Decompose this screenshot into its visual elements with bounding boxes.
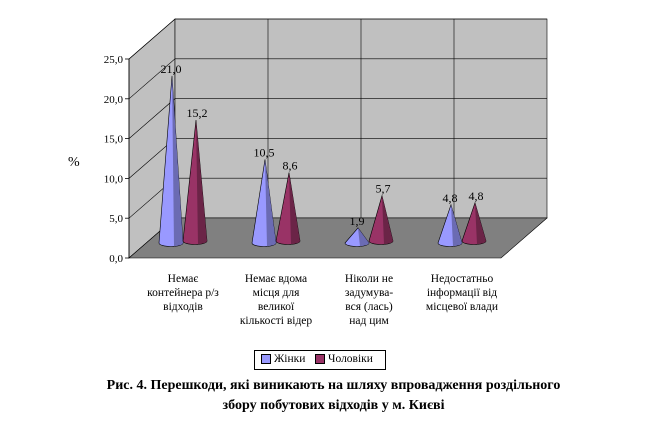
cone-1-4 [437,203,463,247]
y-axis-label: % [68,155,80,170]
cones-layer [158,75,487,247]
category-label-3: Ніколи не задумува-вся (лась) над цим [323,272,415,328]
category-label-line: Немає [167,273,199,285]
y-tick-label: 25,0 [104,54,124,66]
legend-label-series-1: Жінки [274,353,306,365]
category-label-line: вся (лась) [345,301,393,313]
cone-shade [265,159,276,247]
data-label: 10,5 [254,145,275,159]
cone-2-4 [461,201,487,245]
category-label-line: Ніколи не [344,273,394,285]
y-tick-label: 5,0 [109,213,123,225]
cone-2-3 [368,194,394,245]
legend-swatch-series-2 [315,354,325,365]
data-labels-layer: 21,0 10,5 1,9 4,8 15,2 8,6 5,7 4,8 [161,62,484,228]
cone-shade [382,195,393,245]
category-label-line: Недостатньо [430,273,494,285]
data-label: 21,0 [161,62,182,76]
legend-swatch-series-1 [261,354,271,365]
gridline [128,58,547,100]
cone-shade [196,120,207,245]
cone-shade [358,227,369,247]
gridline [128,18,547,60]
cone-shade [451,204,462,247]
legend-label-series-2: Чоловіки [328,353,373,365]
y-tick-label: 0,0 [109,253,123,265]
category-label-1: Немає контейнера р/з відходів [137,272,229,314]
category-label-line: місця для [252,287,300,299]
caption-line-2: збору побутових відходів у м. Києві [222,398,445,413]
cone-shade [289,172,300,245]
gridline [128,98,547,139]
figure-caption: Рис. 4. Перешкоди, які виникають на шлях… [10,376,657,416]
category-label-line: інформації від [426,287,498,299]
y-tick-label: 20,0 [104,94,124,106]
data-label: 8,6 [283,159,298,173]
cone-1-3 [344,227,370,247]
data-label: 4,8 [469,189,484,203]
cone-shade [172,75,183,247]
caption-line-1: Рис. 4. Перешкоди, які виникають на шлях… [106,378,561,393]
cone-2-2 [275,172,301,245]
legend-item-series-1: Жінки [261,353,305,365]
category-label-line: кількості відер [239,315,313,327]
y-axis: 0,0 5,0 10,0 15,0 20,0 25,0 [104,54,130,265]
category-label-line: великої [257,301,295,313]
legend: Жінки Чоловіки [254,350,386,370]
cone-1-1 [158,75,184,247]
cone-1-2 [251,159,277,247]
cone-2-1 [182,119,208,245]
legend-item-series-2: Чоловіки [315,353,373,365]
data-label: 5,7 [376,182,391,196]
y-tick-label: 10,0 [104,173,124,185]
category-label-line: Немає вдома [244,273,308,285]
cone-shade [475,202,486,245]
y-tick-label: 15,0 [104,134,124,146]
category-label-4: Недостатньо інформації від місцевої влади [416,272,508,314]
category-label-line: задумува- [344,287,394,299]
category-label-2: Немає вдома місця для великої кількості від… [230,272,322,328]
category-label-line: відходів [163,301,203,313]
category-label-line: над цим [349,315,389,327]
category-label-line: контейнера р/з [147,287,219,299]
data-label: 15,2 [187,106,208,120]
category-label-line: місцевої влади [425,301,499,313]
data-label: 4,8 [443,191,458,205]
data-label: 1,9 [350,214,365,228]
